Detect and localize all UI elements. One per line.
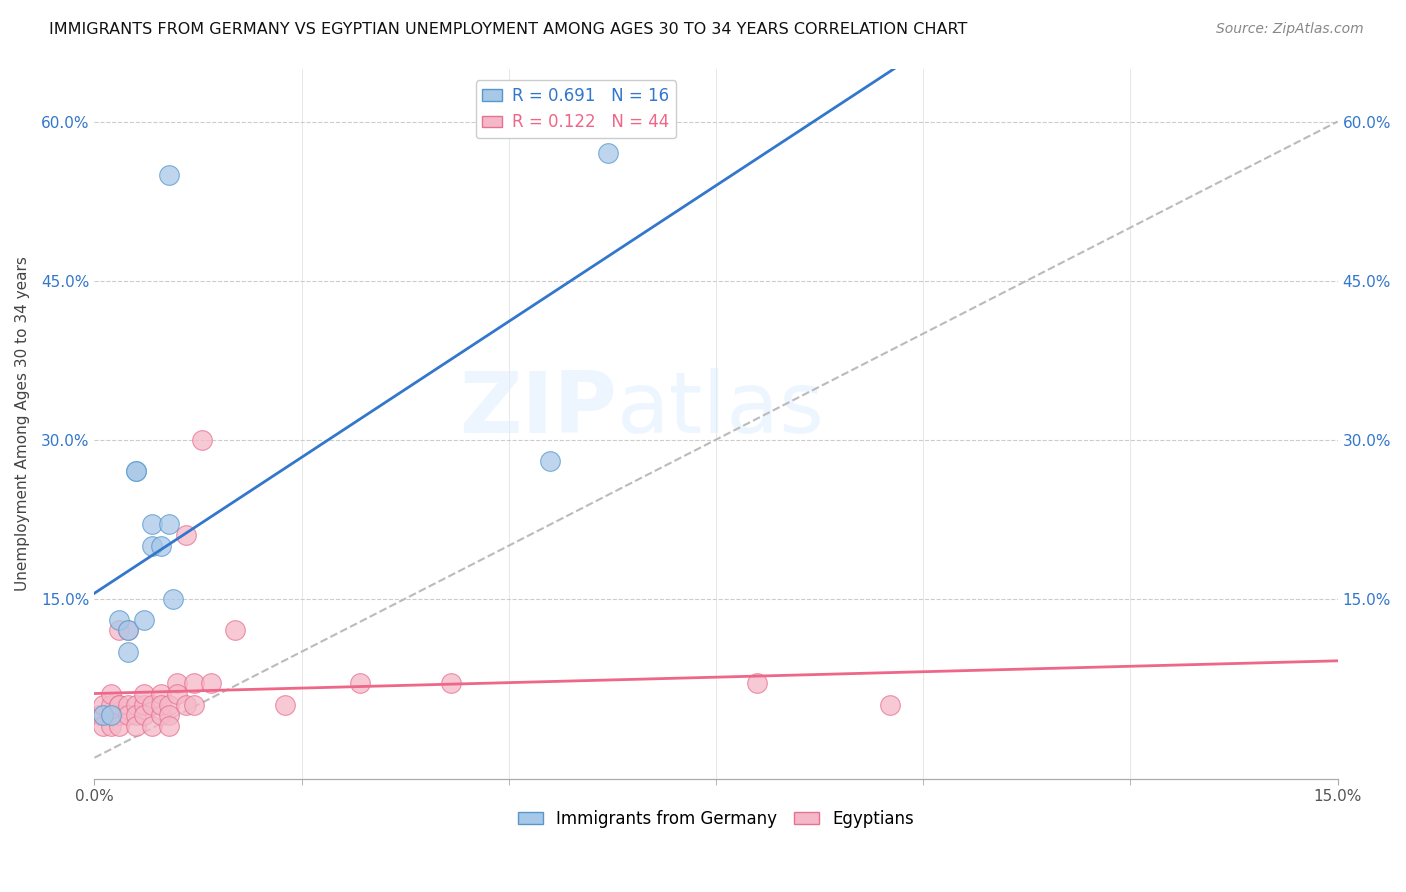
Point [125,698,148,712]
Text: IMMIGRANTS FROM GERMANY VS EGYPTIAN UNEMPLOYMENT AMONG AGES 30 TO 34 YEARS CORRE: IMMIGRANTS FROM GERMANY VS EGYPTIAN UNEM… [49,22,967,37]
Point [157,517,180,532]
Text: ZIP: ZIP [458,368,617,451]
Point [141,539,163,553]
Point [174,698,197,712]
Point [274,698,297,712]
Point [224,624,246,638]
Point [157,719,180,733]
Point [440,676,463,690]
Point [200,676,222,690]
Point [149,687,172,701]
Point [134,698,156,712]
Point [108,698,131,712]
Point [117,624,139,638]
Point [87,708,110,723]
Point [134,708,156,723]
Point [141,719,163,733]
Point [100,708,122,723]
Point [91,698,114,712]
Point [174,528,197,542]
Point [157,168,180,182]
Point [183,698,205,712]
Point [166,676,188,690]
Point [134,613,156,627]
Point [91,708,114,723]
Point [879,698,901,712]
Point [117,645,139,659]
Point [149,698,172,712]
Y-axis label: Unemployment Among Ages 30 to 34 years: Unemployment Among Ages 30 to 34 years [15,256,30,591]
Point [598,146,620,161]
Point [149,708,172,723]
Point [117,708,139,723]
Point [117,698,139,712]
Point [125,708,148,723]
Point [91,708,114,723]
Point [91,719,114,733]
Point [157,698,180,712]
Point [108,698,131,712]
Point [141,698,163,712]
Point [100,698,122,712]
Point [183,676,205,690]
Point [108,613,131,627]
Legend: Immigrants from Germany, Egyptians: Immigrants from Germany, Egyptians [512,803,921,835]
Point [149,539,172,553]
Point [100,708,122,723]
Point [108,624,131,638]
Point [125,465,148,479]
Point [162,591,184,606]
Point [349,676,371,690]
Point [134,687,156,701]
Point [747,676,769,690]
Point [117,624,139,638]
Point [141,517,163,532]
Point [191,433,214,447]
Point [125,719,148,733]
Point [538,454,561,468]
Point [157,708,180,723]
Text: atlas: atlas [617,368,824,451]
Point [108,708,131,723]
Point [108,719,131,733]
Point [100,719,122,733]
Point [166,687,188,701]
Point [100,687,122,701]
Text: Source: ZipAtlas.com: Source: ZipAtlas.com [1216,22,1364,37]
Point [125,465,148,479]
